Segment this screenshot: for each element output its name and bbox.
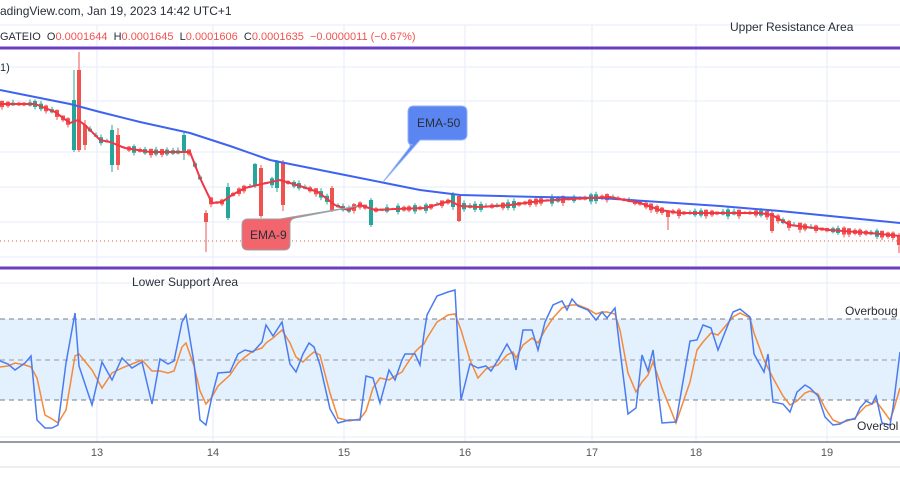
ema50-callout[interactable] bbox=[382, 105, 468, 183]
x-tick-18: 18 bbox=[689, 447, 703, 459]
low-value: 0.0001606 bbox=[185, 31, 238, 43]
ohlc-legend: GATEIO O0.0001644 H0.0001645 L0.0001606 … bbox=[0, 31, 416, 43]
ema9-label: EMA-9 bbox=[250, 228, 287, 242]
oversold-label: Oversol bbox=[857, 419, 899, 433]
indicator-legend-fragment: 1) bbox=[0, 62, 10, 74]
x-tick-13: 13 bbox=[90, 447, 104, 459]
high-value: 0.0001645 bbox=[121, 31, 174, 43]
x-tick-14: 14 bbox=[206, 447, 220, 459]
ema9-callout[interactable] bbox=[241, 205, 359, 251]
change-value: −0.0000011 (−0.67%) bbox=[309, 31, 416, 43]
low-label: L bbox=[179, 31, 186, 43]
close-value: 0.0001635 bbox=[251, 31, 304, 43]
x-tick-15: 15 bbox=[337, 447, 351, 459]
open-label: O bbox=[46, 31, 56, 43]
stoch-k-line bbox=[0, 289, 900, 429]
x-tick-17: 17 bbox=[585, 447, 599, 459]
x-tick-19: 19 bbox=[820, 447, 834, 459]
ema50-label: EMA-50 bbox=[417, 116, 461, 130]
x-tick-16: 16 bbox=[458, 447, 472, 459]
chart-source-timestamp: adingView.com, Jan 19, 2023 14:42 UTC+1 bbox=[0, 4, 232, 18]
upper-resistance-label: Upper Resistance Area bbox=[730, 20, 854, 34]
ema9-line bbox=[0, 103, 900, 237]
open-value: 0.0001644 bbox=[55, 31, 108, 43]
stoch-d-line bbox=[0, 304, 900, 426]
close-label: C bbox=[243, 31, 252, 43]
exchange-label: GATEIO bbox=[0, 31, 41, 43]
lower-support-label: Lower Support Area bbox=[132, 275, 239, 289]
overbought-label: Overboug bbox=[845, 304, 898, 318]
ema50-line bbox=[0, 89, 900, 224]
high-label: H bbox=[113, 31, 122, 43]
